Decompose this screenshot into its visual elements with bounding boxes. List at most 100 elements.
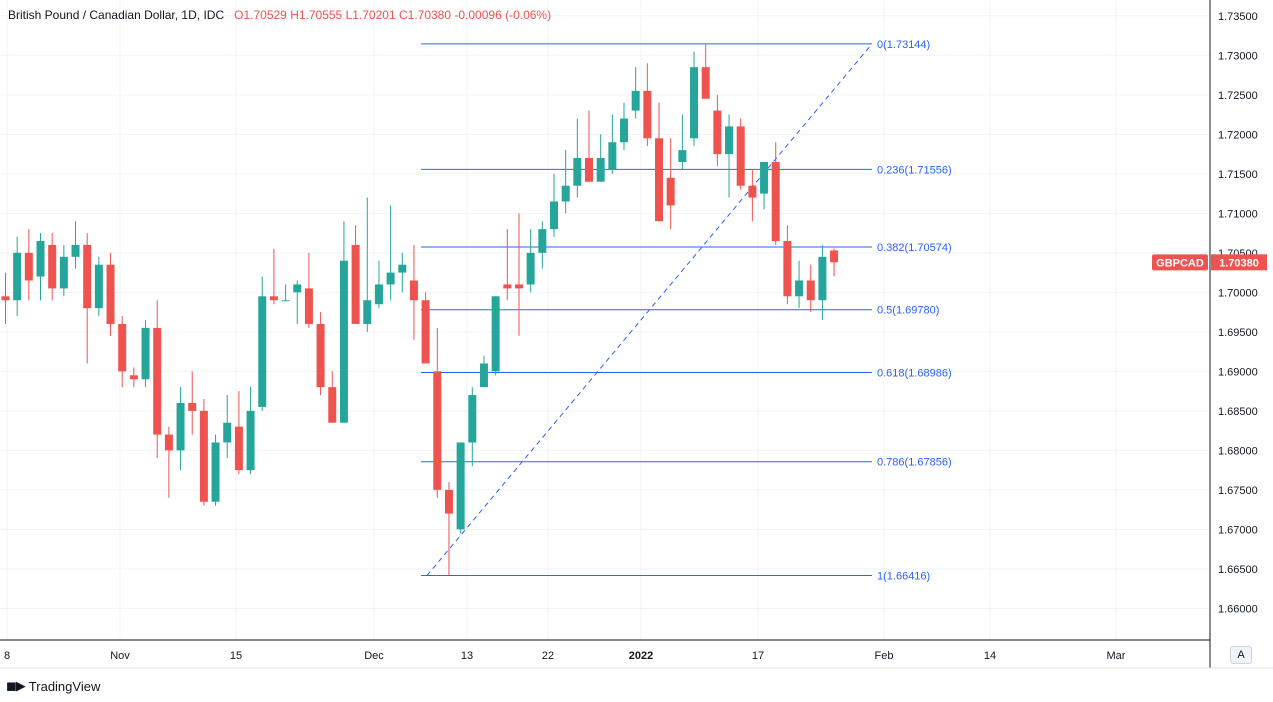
- candle-body: [561, 185, 570, 202]
- candle-body: [234, 426, 243, 471]
- candle-body: [129, 375, 138, 380]
- symbol-legend: British Pound / Canadian Dollar, 1D, IDC…: [8, 8, 551, 22]
- high-value: H1.70555: [290, 8, 343, 22]
- candle-body: [468, 395, 477, 443]
- fib-level-label: 0.618(1.68986): [877, 367, 952, 379]
- candle-body: [433, 371, 442, 490]
- y-tick-label: 1.68500: [1218, 406, 1258, 418]
- candle-body: [713, 110, 722, 155]
- candle-body: [456, 442, 465, 530]
- fibonacci-retracement[interactable]: 0(1.73144) 0.236(1.71556) 0.382(1.70574) 0.…: [421, 39, 952, 583]
- y-tick-label: 1.66000: [1218, 603, 1258, 615]
- symbol-title: British Pound / Canadian Dollar, 1D, IDC: [8, 8, 225, 22]
- x-tick-label: 2022: [629, 650, 653, 662]
- y-tick-label: 1.73500: [1218, 11, 1258, 23]
- candle-body: [48, 244, 57, 289]
- candle-body: [71, 244, 80, 257]
- price-tag-label: 1.70380: [1219, 257, 1259, 269]
- candle-body: [620, 118, 629, 143]
- x-tick-label: 22: [542, 650, 554, 662]
- y-tick-label: 1.66500: [1218, 564, 1258, 576]
- candle-body: [818, 256, 827, 301]
- tv-logo-icon: ◼▶: [6, 678, 26, 693]
- price-tag: [1211, 254, 1267, 271]
- candle-body: [164, 434, 173, 451]
- low-value: L1.70201: [345, 8, 396, 22]
- candle-body: [526, 252, 535, 285]
- y-tick-label: 1.67000: [1218, 524, 1258, 536]
- x-tick-label: 15: [230, 650, 242, 662]
- open-value: O1.70529: [234, 8, 287, 22]
- x-tick-label: 13: [461, 650, 473, 662]
- candle-body: [199, 410, 208, 502]
- fib-level-label: 0.5(1.69780): [877, 305, 939, 317]
- y-tick-label: 1.71500: [1218, 169, 1258, 181]
- candle-body: [386, 272, 395, 285]
- candle-body: [479, 363, 488, 388]
- fib-level-label: 0(1.73144): [877, 39, 930, 51]
- candle-body: [258, 296, 267, 407]
- candle-body: [153, 327, 162, 435]
- y-tick-label: 1.68000: [1218, 445, 1258, 457]
- grid-layer: [0, 0, 1210, 640]
- candle-body: [188, 402, 197, 411]
- candle-body: [631, 90, 640, 111]
- candle-body: [585, 158, 593, 182]
- candle-body: [643, 90, 652, 139]
- candle-body: [339, 260, 348, 423]
- change-value: -0.00096 (-0.06%): [454, 8, 552, 22]
- candle-body: [94, 264, 103, 309]
- candle-body: [293, 284, 302, 293]
- candle-body: [269, 296, 278, 301]
- candle-body: [316, 323, 325, 388]
- x-tick-label: 17: [752, 650, 764, 662]
- y-tick-label: 1.72500: [1218, 90, 1258, 102]
- candle-body: [608, 142, 617, 170]
- fib-level-label: 0.786(1.67856): [877, 457, 952, 469]
- candle-body: [444, 489, 453, 514]
- candle-body: [118, 323, 127, 372]
- x-tick-label: 14: [984, 650, 996, 662]
- candle-body: [503, 284, 512, 289]
- candle-body: [374, 284, 383, 305]
- candle-body: [421, 300, 430, 364]
- x-tick-label: Feb: [875, 650, 894, 662]
- x-tick-label: Nov: [110, 650, 130, 662]
- candle-body: [398, 264, 407, 273]
- candle-body: [304, 288, 313, 324]
- candle-body: [83, 244, 92, 309]
- candle-body: [830, 250, 839, 263]
- candle-body: [363, 300, 372, 324]
- y-tick-label: 1.71000: [1218, 208, 1258, 220]
- y-tick-label: 1.69000: [1218, 366, 1258, 378]
- candle-body: [13, 252, 22, 301]
- candle-body: [655, 138, 664, 222]
- fib-level-label: 1(1.66416): [877, 571, 930, 583]
- x-tick-label: Mar: [1107, 650, 1126, 662]
- candle-body: [281, 300, 290, 302]
- candle-body: [36, 240, 45, 277]
- candle-body: [549, 201, 558, 230]
- y-tick-label: 1.73000: [1218, 50, 1258, 62]
- auto-scale-button[interactable]: A: [1230, 646, 1252, 664]
- candle-body: [1, 296, 10, 301]
- candle-body: [211, 442, 220, 502]
- candle-body: [223, 422, 232, 443]
- fib-level-label: 0.382(1.70574): [877, 242, 952, 254]
- candle-body: [806, 280, 815, 301]
- candle-body: [795, 280, 804, 297]
- candle-body: [351, 244, 360, 324]
- candle-body: [596, 158, 605, 182]
- ticker-tag: [1152, 254, 1208, 271]
- candle-body: [514, 284, 523, 289]
- candle-body: [736, 126, 745, 186]
- brand-footer[interactable]: ◼▶ TradingView: [6, 678, 100, 694]
- candle-body: [748, 185, 757, 198]
- close-value: C1.70380: [398, 8, 452, 22]
- candle-body: [690, 67, 699, 139]
- y-tick-label: 1.67500: [1218, 485, 1258, 497]
- candle-body: [409, 280, 418, 301]
- candle-body: [783, 240, 792, 297]
